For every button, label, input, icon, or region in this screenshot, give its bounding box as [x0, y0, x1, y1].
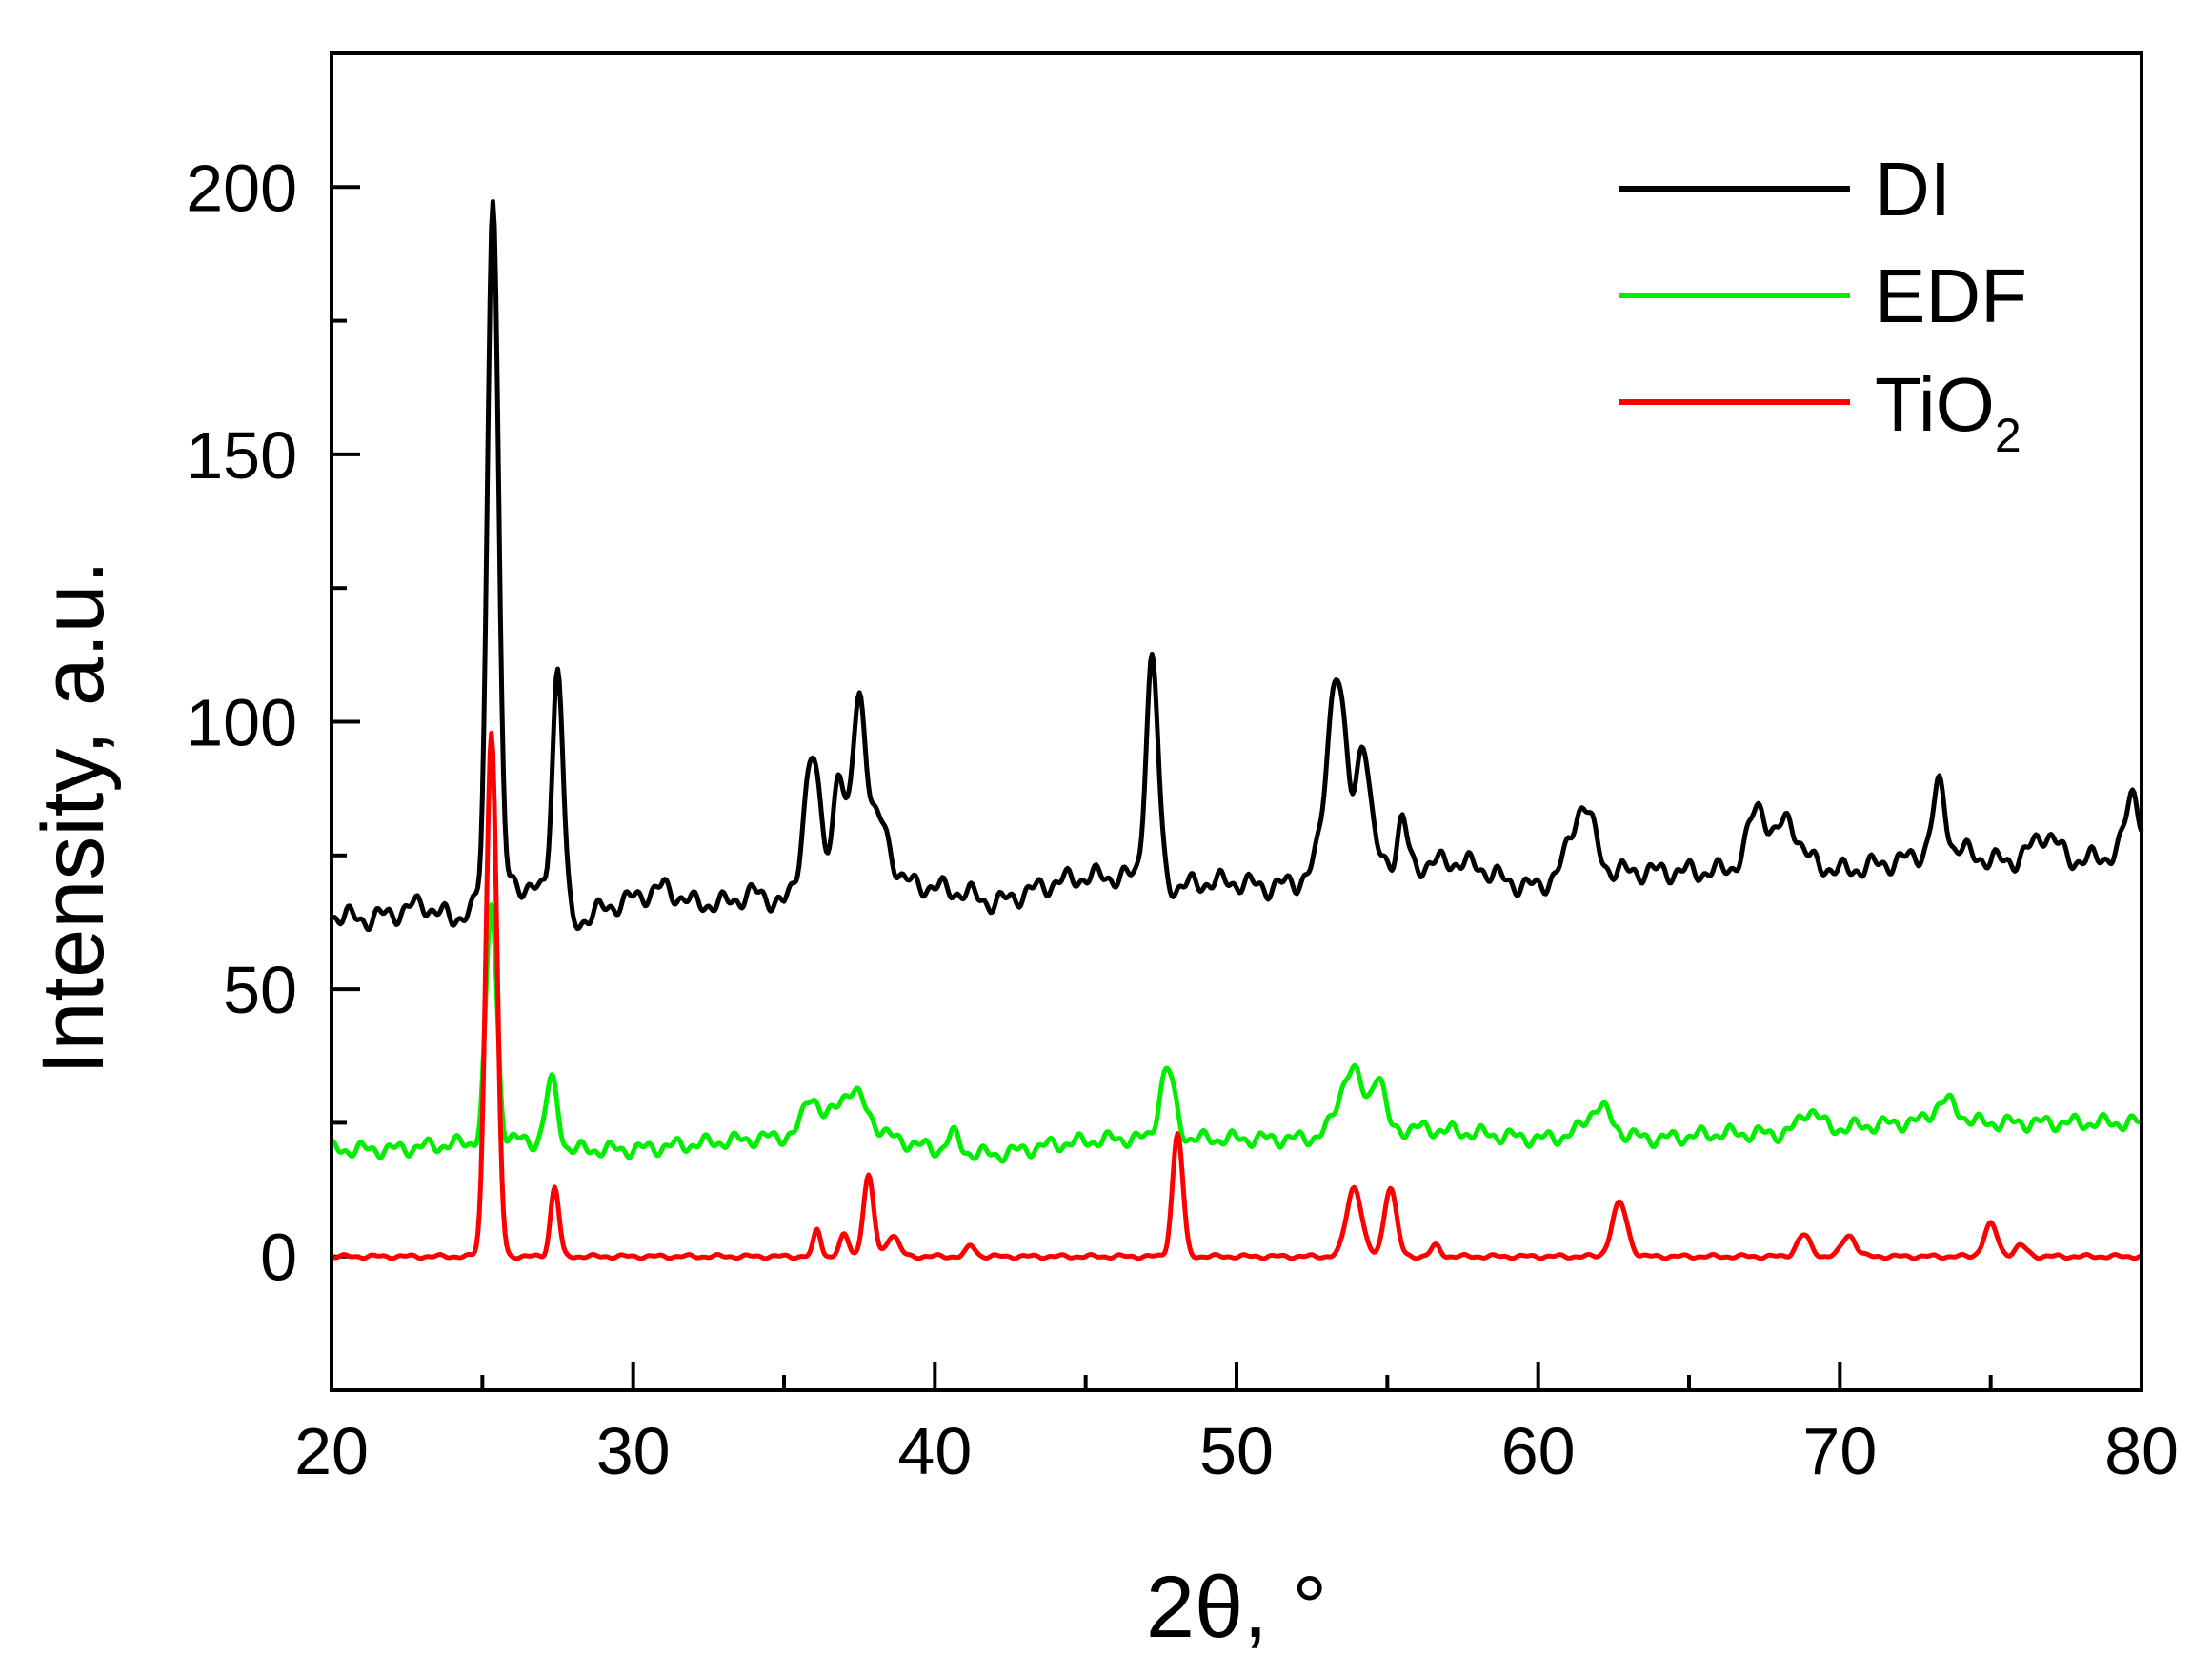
x-tick-label: 60: [1501, 1414, 1576, 1488]
x-tick-label: 30: [596, 1414, 671, 1488]
y-tick-label: 200: [186, 151, 297, 225]
y-tick-label: 50: [223, 953, 297, 1027]
y-axis-title: Intensity, a.u.: [25, 560, 122, 1075]
x-tick-label: 50: [1199, 1414, 1274, 1488]
series-layer: [330, 199, 2144, 1261]
plot-frame: [330, 51, 2143, 1392]
y-tick-label: 150: [186, 418, 297, 493]
legend-label-edf: EDF: [1875, 253, 2027, 338]
y-tick-label: 0: [260, 1221, 297, 1295]
series-line-tio2: [331, 731, 2143, 1261]
legend: DI EDF TiO2: [1619, 147, 2027, 462]
x-tick-label: 20: [294, 1414, 369, 1488]
series-line-di: [330, 199, 2144, 932]
y-tick-label: 100: [186, 686, 297, 760]
legend-label-di: DI: [1875, 147, 1951, 232]
ticks-layer: 20 30 40 50 60 70 80 0 50 100 150 200: [186, 151, 2179, 1488]
x-axis-title: 2θ, °: [1146, 1559, 1327, 1656]
x-tick-label: 70: [1802, 1414, 1877, 1488]
x-tick-label: 40: [897, 1414, 972, 1488]
legend-label-tio2: TiO2: [1875, 362, 2021, 462]
x-tick-label: 80: [2104, 1414, 2179, 1488]
legend-label-tio2-main: TiO: [1875, 362, 1995, 447]
legend-label-tio2-sub: 2: [1995, 409, 2021, 462]
series-line-edf: [331, 902, 2143, 1164]
